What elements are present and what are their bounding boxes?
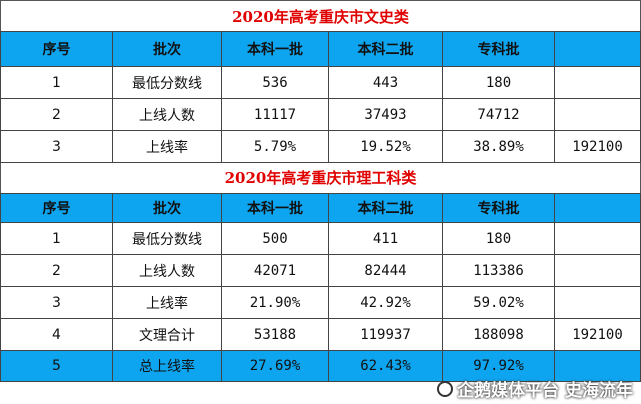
table-cell bbox=[554, 66, 641, 99]
table1-header-cell: 本科一批 bbox=[221, 31, 329, 67]
table2-title: 2020年高考重庆市理工科类 bbox=[0, 163, 641, 193]
watermark: 企鹅媒体平台 史海流年 bbox=[437, 376, 633, 401]
table-row: 2 上线人数 11117 37493 74712 bbox=[0, 98, 641, 131]
table-cell: 536 bbox=[221, 66, 329, 99]
table2-header-row: 序号 批次 本科一批 本科二批 专科批 bbox=[0, 193, 641, 223]
table-cell: 11117 bbox=[221, 98, 329, 131]
table-cell bbox=[554, 350, 641, 382]
table-row: 1 最低分数线 500 411 180 bbox=[0, 222, 641, 255]
table2-header-cell: 本科一批 bbox=[221, 193, 329, 223]
table-cell: 192100 bbox=[554, 130, 641, 163]
table-cell: 443 bbox=[328, 66, 443, 99]
table-cell: 27.69% bbox=[221, 350, 329, 382]
table-cell: 文理合计 bbox=[112, 318, 222, 351]
table-cell: 180 bbox=[442, 222, 555, 255]
table-cell: 62.43% bbox=[328, 350, 443, 382]
table-cell: 119937 bbox=[328, 318, 443, 351]
table-row: 3 上线率 21.90% 42.92% 59.02% bbox=[0, 286, 641, 319]
table-cell: 97.92% bbox=[442, 350, 555, 382]
table-cell: 上线人数 bbox=[112, 98, 222, 131]
table1-header-cell bbox=[554, 31, 641, 67]
table-cell: 4 bbox=[0, 318, 113, 351]
table-cell: 53188 bbox=[221, 318, 329, 351]
table1-header-cell: 序号 bbox=[0, 31, 113, 67]
table-cell: 5 bbox=[0, 350, 113, 382]
table-cell: 21.90% bbox=[221, 286, 329, 319]
table-cell: 188098 bbox=[442, 318, 555, 351]
table-cell: 5.79% bbox=[221, 130, 329, 163]
table-cell: 1 bbox=[0, 66, 113, 99]
table-row-total: 5 总上线率 27.69% 62.43% 97.92% bbox=[0, 350, 641, 382]
table-cell: 上线率 bbox=[112, 130, 222, 163]
table-cell: 38.89% bbox=[442, 130, 555, 163]
table-cell: 2 bbox=[0, 254, 113, 287]
table2-header-cell: 批次 bbox=[112, 193, 222, 223]
table-cell: 192100 bbox=[554, 318, 641, 351]
table-cell: 19.52% bbox=[328, 130, 443, 163]
table-row: 3 上线率 5.79% 19.52% 38.89% 192100 bbox=[0, 130, 641, 163]
table-cell: 最低分数线 bbox=[112, 222, 222, 255]
table-cell: 37493 bbox=[328, 98, 443, 131]
table-row: 1 最低分数线 536 443 180 bbox=[0, 66, 641, 99]
table-cell: 500 bbox=[221, 222, 329, 255]
watermark-text: 企鹅媒体平台 史海流年 bbox=[457, 381, 633, 401]
table-cell: 113386 bbox=[442, 254, 555, 287]
table-cell: 3 bbox=[0, 286, 113, 319]
table1-header-cell: 批次 bbox=[112, 31, 222, 67]
table2-header-cell bbox=[554, 193, 641, 223]
table-cell: 74712 bbox=[442, 98, 555, 131]
table1-title: 2020年高考重庆市文史类 bbox=[0, 0, 641, 31]
table-row: 4 文理合计 53188 119937 188098 192100 bbox=[0, 318, 641, 351]
table-cell bbox=[554, 98, 641, 131]
table-cell: 总上线率 bbox=[112, 350, 222, 382]
table-cell: 180 bbox=[442, 66, 555, 99]
table-cell: 3 bbox=[0, 130, 113, 163]
penguin-icon bbox=[437, 380, 454, 397]
table-cell: 59.02% bbox=[442, 286, 555, 319]
table2-header-cell: 序号 bbox=[0, 193, 113, 223]
table1-header-row: 序号 批次 本科一批 本科二批 专科批 bbox=[0, 31, 641, 67]
table-row: 2 上线人数 42071 82444 113386 bbox=[0, 254, 641, 287]
table-cell bbox=[554, 222, 641, 255]
table-cell: 411 bbox=[328, 222, 443, 255]
table-cell: 上线率 bbox=[112, 286, 222, 319]
table-cell: 上线人数 bbox=[112, 254, 222, 287]
table1: 序号 批次 本科一批 本科二批 专科批 1 最低分数线 536 443 180 … bbox=[0, 31, 641, 163]
table-cell: 1 bbox=[0, 222, 113, 255]
table1-header-cell: 专科批 bbox=[442, 31, 555, 67]
table-cell: 82444 bbox=[328, 254, 443, 287]
table2-header-cell: 本科二批 bbox=[328, 193, 443, 223]
table2-header-cell: 专科批 bbox=[442, 193, 555, 223]
table-cell: 42071 bbox=[221, 254, 329, 287]
table-cell: 42.92% bbox=[328, 286, 443, 319]
table-cell: 2 bbox=[0, 98, 113, 131]
table-cell bbox=[554, 286, 641, 319]
table-cell: 最低分数线 bbox=[112, 66, 222, 99]
table2: 序号 批次 本科一批 本科二批 专科批 1 最低分数线 500 411 180 … bbox=[0, 193, 641, 382]
table-cell bbox=[554, 254, 641, 287]
table1-header-cell: 本科二批 bbox=[328, 31, 443, 67]
